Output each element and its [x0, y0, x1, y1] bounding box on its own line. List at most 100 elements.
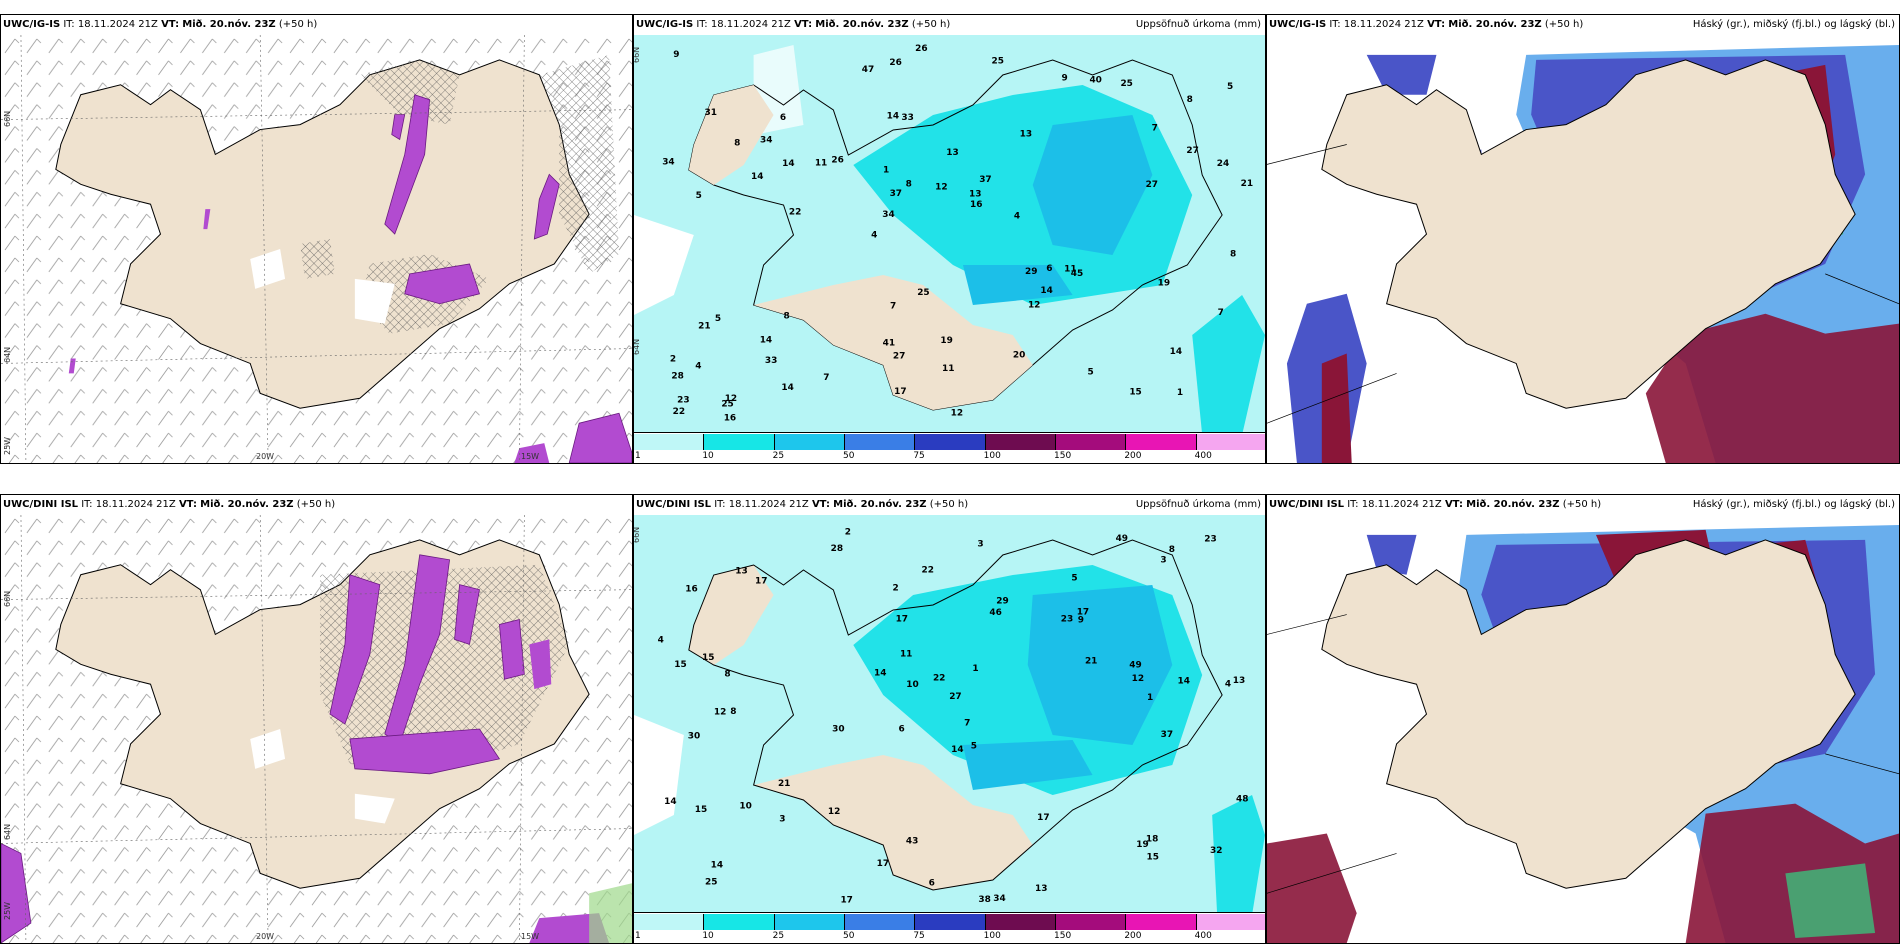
precip-value-label: 14 [1040, 286, 1052, 296]
precip-value-label: 17 [755, 577, 767, 587]
colorbar-segment [704, 914, 775, 930]
colorbar-tick-label: 75 [913, 931, 925, 941]
precip-value-label: 23 [677, 396, 689, 406]
precip-value-label: 47 [862, 65, 874, 75]
precip-value-label: 8 [724, 669, 730, 679]
border-line [1267, 614, 1347, 635]
snow-band [1, 843, 32, 943]
precip-value-label: 22 [789, 207, 801, 217]
precip-value-label: 29 [1025, 267, 1037, 277]
panel-header: UWC/IG-IS IT: 18.11.2024 21Z VT: Mið. 20… [636, 19, 951, 30]
precip-value-label: 21 [1241, 179, 1253, 189]
panel-ig-clouds: UWC/IG-IS IT: 18.11.2024 21Z VT: Mið. 20… [1266, 14, 1900, 464]
precip-value-label: 1 [972, 664, 978, 674]
graticule [1, 109, 632, 120]
panel-dini-precip: UWC/DINI ISL IT: 18.11.2024 21Z VT: Mið.… [633, 494, 1266, 944]
precip-value-label: 27 [1146, 180, 1158, 190]
colorbar-tick-label: 75 [913, 451, 925, 461]
precip-value-label: 34 [882, 210, 894, 220]
precip-value-label: 7 [964, 718, 970, 728]
precip-value-label: 30 [832, 724, 844, 734]
precip-value-label: 25 [992, 57, 1004, 67]
precip-value-label: 8 [730, 707, 736, 717]
precip-value-label: 8 [1230, 249, 1236, 259]
colorbar-tick-label: 100 [983, 451, 1001, 461]
axis-label-lon: 15W [521, 452, 540, 461]
precip-map: 1584131214135262833333745312621292734413… [634, 35, 1265, 435]
colorbar: 1 10 25 50 75 100 150 200 400 [634, 432, 1265, 463]
hatch-region [359, 59, 460, 125]
precip-value-label: 1 [1177, 388, 1183, 398]
precip-value-label: 30 [688, 732, 700, 742]
precip-value-label: 29 [996, 596, 1008, 606]
colorbar-segment [845, 914, 916, 930]
precip-mid [1212, 795, 1265, 915]
precip-value-label: 46 [989, 608, 1001, 618]
precip-value-label: 8 [784, 312, 790, 322]
border-line [1825, 273, 1899, 305]
panel-title: Uppsöfnuð úrkoma (mm) [1135, 19, 1261, 30]
precip-value-label: 17 [840, 896, 852, 906]
snow-band [349, 728, 501, 775]
snow-band [329, 574, 381, 725]
cloud-mid [1366, 54, 1437, 95]
precip-value-label: 5 [1227, 82, 1233, 92]
precip-value-label: 12 [1132, 674, 1144, 684]
precip-value-label: 5 [971, 742, 977, 752]
precip-high [962, 265, 1073, 305]
white-patch [250, 249, 286, 289]
precip-value-label: 19 [1158, 278, 1170, 288]
border-line [1267, 144, 1347, 165]
precip-value-label: 17 [894, 387, 906, 397]
colorbar-tick-label: 50 [843, 931, 855, 941]
precip-value-label: 9 [1078, 616, 1084, 626]
precip-value-label: 7 [823, 373, 829, 383]
precip-value-label: 23 [1204, 534, 1216, 544]
precip-value-label: 16 [685, 585, 697, 595]
colorbar-tick-label: 100 [983, 931, 1001, 941]
cloud-green [1785, 863, 1876, 939]
panel-header: UWC/DINI ISL IT: 18.11.2024 21Z VT: Mið.… [1269, 499, 1602, 510]
precip-value-label: 2 [892, 583, 898, 593]
precip-value-label: 12 [1028, 301, 1040, 311]
precip-value-label: 24 [1217, 159, 1229, 169]
precip-value-label: 6 [929, 878, 935, 888]
precip-value-label: 7 [1218, 308, 1224, 318]
precip-value-label: 37 [979, 175, 991, 185]
precip-value-label: 3 [779, 814, 785, 824]
iceland-land [1321, 59, 1856, 409]
precip-value-label: 40 [1089, 75, 1101, 85]
precip-value-label: 25 [721, 400, 733, 410]
graticule [519, 515, 525, 943]
dry-land [688, 85, 774, 185]
snow-band [568, 412, 632, 463]
axis-label-lat: 66N [633, 46, 641, 63]
dry-land [753, 755, 1033, 890]
iceland-land [1321, 539, 1856, 889]
precip-value-label: 4 [871, 231, 877, 241]
precip-value-label: 41 [883, 339, 895, 349]
precip-value-label: 1 [1147, 693, 1153, 703]
precip-value-label: 34 [760, 135, 772, 145]
axis-label-lon: 20W [256, 932, 275, 941]
precip-value-label: 5 [696, 191, 702, 201]
axis-label-lat: 64N [3, 823, 12, 840]
precip-value-label: 26 [831, 155, 843, 165]
panel-ig-wind-snow: UWC/IG-IS IT: 18.11.2024 21Z VT: Mið. 20… [0, 14, 633, 464]
colorbar-tick-label: 150 [1054, 931, 1072, 941]
precip-value-label: 12 [828, 807, 840, 817]
precip-value-label: 37 [1161, 730, 1173, 740]
precip-value-label: 14 [781, 383, 793, 393]
cloud-high [1645, 313, 1899, 463]
colorbar-tick-label: 200 [1124, 931, 1142, 941]
hatch-region [539, 54, 620, 274]
precip-value-label: 25 [1120, 79, 1132, 89]
colorbar-segment [634, 434, 705, 450]
axis-label-lon: 15W [521, 932, 540, 941]
panel-header: UWC/DINI ISL IT: 18.11.2024 21Z VT: Mið.… [3, 499, 336, 510]
dry-land [688, 565, 774, 665]
snow-band [514, 443, 550, 463]
snow-band [391, 114, 406, 141]
colorbar-segment [1126, 914, 1197, 930]
precip-mid [1192, 295, 1265, 435]
